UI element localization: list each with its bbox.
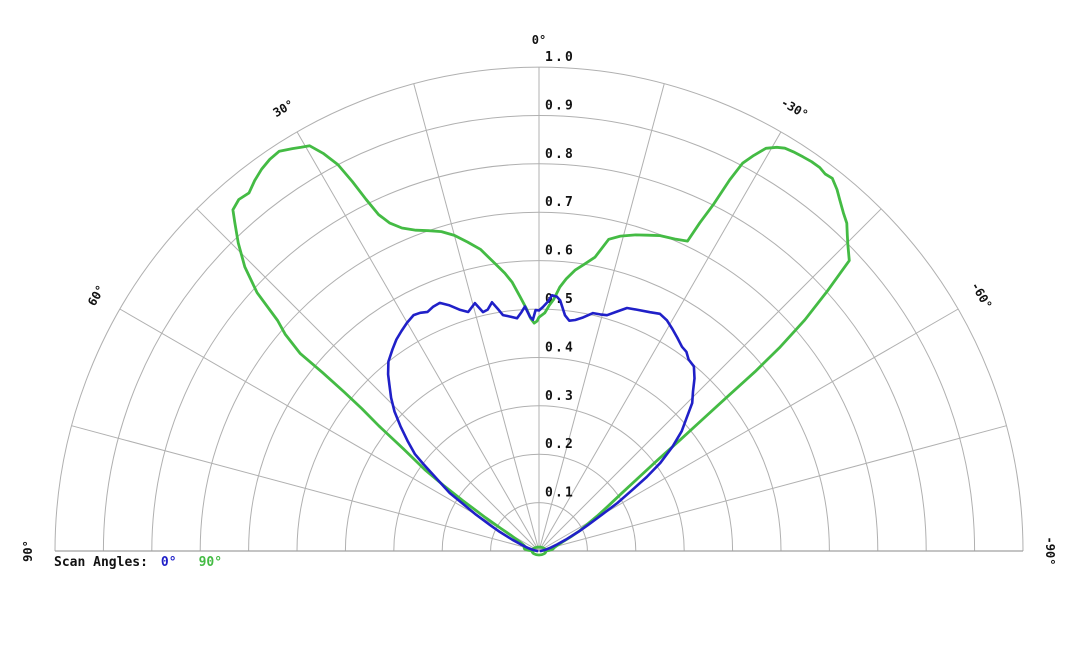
angle-tick-label: -60° [968,279,995,311]
grid-spoke [538,83,665,552]
grid-spoke [119,308,540,552]
legend-item-scan-90: 90° [198,555,223,570]
grid-spoke [538,131,782,552]
r-tick-label: 0.9 [545,98,575,113]
angle-tick-label: 60° [85,283,108,309]
r-tick-label: 0.7 [545,195,575,210]
legend-title: Scan Angles: [54,555,148,570]
r-tick-label: 0.2 [545,437,575,452]
r-tick-label: 0.1 [545,486,575,501]
grid-spoke [538,425,1007,552]
r-tick-label: 0.6 [545,244,575,259]
r-tick-label: 0.8 [545,147,575,162]
series-curve-Scan0 [386,294,696,553]
angle-tick-label: -90° [1043,537,1057,566]
grid-spoke [196,208,540,552]
grid-spoke [296,131,540,552]
series-curve-Scan90 [231,144,851,553]
grid-spoke [71,425,540,552]
r-tick-label: 0.4 [545,340,575,355]
angle-tick-label: 30° [271,97,297,120]
grid-spoke [413,83,540,552]
r-tick-label: 0.3 [545,389,575,404]
grid-spoke [538,208,882,552]
legend: Scan Angles: 0° 90° [54,555,222,570]
angle-tick-label: 90° [21,540,35,562]
legend-item-scan-0: 0° [160,555,177,570]
angle-tick-label: 0° [532,33,546,47]
angle-tick-label: -30° [778,95,810,122]
r-tick-label: 1.0 [545,50,575,65]
